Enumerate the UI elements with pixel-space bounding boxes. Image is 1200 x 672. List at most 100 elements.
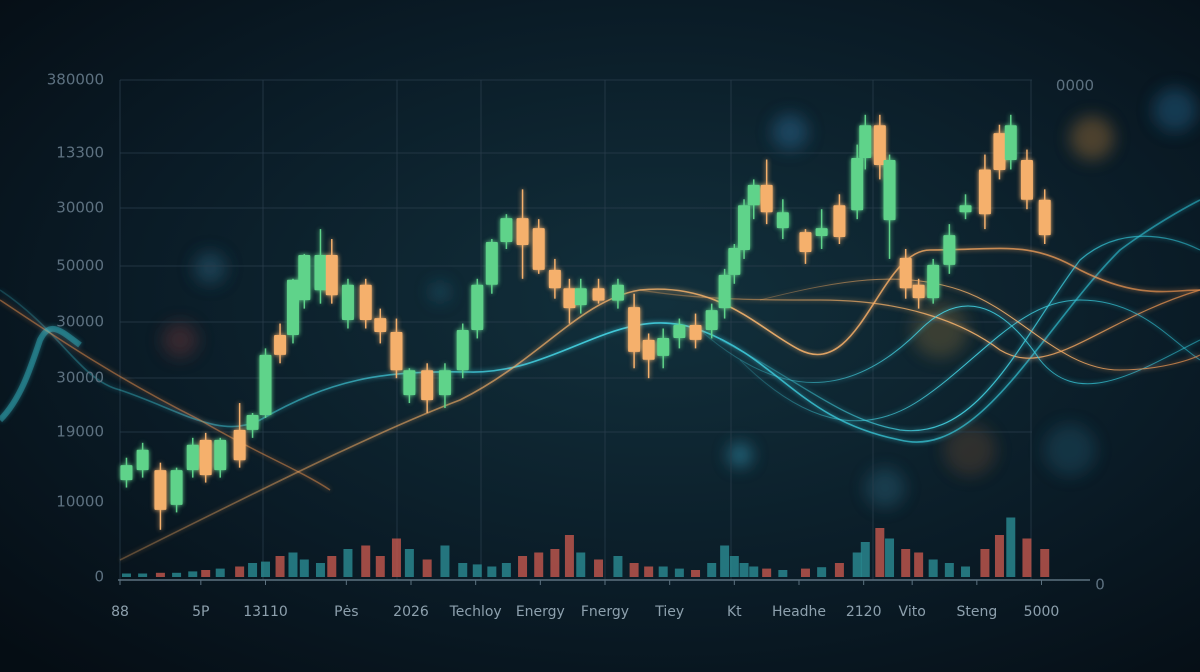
volume-bar [739,563,749,577]
candle-body [927,264,940,299]
volume-bar [172,572,182,577]
candle-body [136,449,149,471]
volume-bar [327,556,337,577]
candle-body [883,160,896,221]
volume-bar [1022,538,1032,577]
candle-body [563,288,576,309]
candle-body [776,212,789,229]
y-label: 10000 [56,493,104,511]
candle-body [500,218,513,243]
volume-bar [155,572,165,577]
volume-bar [275,556,285,577]
volume-bar [235,566,245,577]
x-tick-label: 2026 [393,604,429,620]
x-tick-label: Pės [334,604,358,620]
volume-bar [707,563,717,577]
volume-bar [201,570,211,577]
candle-body [359,284,372,321]
candle-body [259,354,272,415]
x-tick-label: Tiey [654,604,684,620]
volume-bar [720,545,730,577]
candle-body [799,232,812,252]
volume-bar [564,535,574,577]
candle-body [548,269,561,289]
corner-label: 0000 [1056,77,1094,95]
x-tick-label: Fnergy [581,604,629,620]
waves [0,199,1200,561]
volume-bar [248,563,258,577]
y-label: 13300 [56,144,104,162]
candle-body [574,288,587,306]
candle-body [851,158,864,211]
volume-bar [629,563,639,577]
candle-body [374,318,387,332]
volume-bar [440,545,450,577]
candle-body [657,337,670,356]
candle-body [233,429,246,461]
volume-bar [121,573,131,577]
candle-body [286,279,299,335]
candle-body [438,370,451,396]
candle-body [456,329,469,371]
candles [120,114,1051,530]
x-tick-label: 5000 [1024,604,1060,620]
volume-bar [729,556,739,577]
labels: 3800001330030000500003000030000190001000… [47,71,1105,621]
candle-body [199,439,212,476]
candle-body [154,470,167,510]
volume-bar [315,563,325,577]
volume-bar [944,563,954,577]
volume-bar [834,563,844,577]
volume-bar [860,542,870,577]
candle-body [718,274,731,309]
candle-body [912,284,925,299]
volume-bar [261,561,270,577]
y-label: 19000 [56,423,104,441]
candle-body [705,310,718,330]
volume-bar [852,552,862,577]
candle-body [471,284,484,330]
corner-label: 0 [1095,576,1105,594]
candle-body [516,218,529,246]
x-tick-label: 88 [111,604,129,620]
volume-bar [817,567,827,577]
candle-body [485,242,498,285]
volume-bar [1006,517,1016,577]
volume-bar [215,568,225,577]
y-label: 30000 [56,369,104,387]
candle-body [325,254,338,296]
volume-bar [914,552,924,577]
x-tick-label: Steng [956,604,997,620]
candle-body [120,465,133,481]
y-label: 30000 [56,199,104,217]
candle-body [611,284,624,301]
candle-body [689,325,702,340]
volume-bar [361,545,371,577]
candle-body [274,334,287,355]
volume-bar [550,549,560,577]
y-label: 30000 [56,313,104,331]
candle-body [978,169,991,215]
volume-bar [594,559,604,577]
candle-body [993,133,1006,170]
y-label: 50000 [56,257,104,275]
volume-bar [188,571,198,577]
candle-body [1020,160,1033,200]
x-tick-label: 2120 [846,604,882,620]
x-tick-label: 13110 [243,604,288,620]
candle-body [170,470,183,505]
volume-bar [613,556,623,577]
candle-body [728,247,741,275]
y-label: 380000 [47,71,104,89]
volume-bar [391,538,401,577]
candle-body [314,254,327,291]
candle-body [760,184,773,213]
candle-body [833,205,846,238]
candle-body [959,205,972,213]
candle-body [298,254,311,301]
candle-body [1038,199,1051,236]
volume-bar [501,563,511,577]
volume-bar [901,549,911,577]
volume-bar [885,538,895,577]
